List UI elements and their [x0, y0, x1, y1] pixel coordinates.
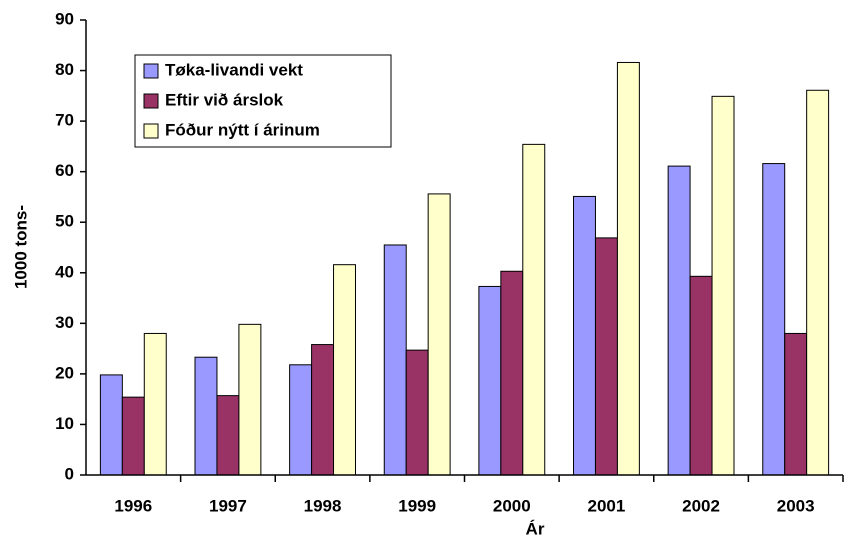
legend-label: Tøka-livandi vekt — [165, 60, 303, 79]
legend-swatch — [143, 63, 159, 79]
legend-swatch — [143, 93, 159, 109]
bar — [522, 143, 546, 476]
bar — [478, 285, 502, 476]
x-tick-label: 1999 — [398, 496, 436, 515]
bar — [238, 323, 262, 476]
bar — [405, 349, 429, 476]
legend-label: Fóður nýtt í árinum — [165, 120, 320, 139]
bar — [667, 165, 691, 476]
bar — [594, 237, 618, 476]
x-tick-label: 2002 — [682, 496, 720, 515]
x-tick-label: 2003 — [777, 496, 815, 515]
y-tick-label: 20 — [55, 363, 74, 382]
bar — [99, 374, 123, 476]
bar — [762, 163, 786, 476]
bar — [689, 275, 713, 476]
y-axis-label: 1000 tons- — [11, 205, 30, 289]
y-tick-label: 30 — [55, 313, 74, 332]
bar — [711, 95, 735, 476]
bar — [383, 244, 407, 476]
legend-label: Eftir við árslok — [165, 90, 284, 109]
x-tick-label: 2000 — [493, 496, 531, 515]
bar — [573, 195, 596, 476]
x-tick-label: 1997 — [209, 496, 247, 515]
bar — [616, 61, 640, 476]
bar — [216, 395, 240, 476]
y-tick-label: 80 — [55, 60, 74, 79]
y-tick-label: 50 — [55, 212, 74, 231]
y-tick-label: 10 — [55, 414, 74, 433]
y-tick-label: 60 — [55, 161, 74, 180]
bar — [500, 270, 524, 476]
bar — [427, 193, 451, 476]
y-tick-label: 0 — [65, 464, 74, 483]
bar — [143, 332, 167, 476]
legend-box — [134, 54, 392, 148]
legend-swatch — [143, 123, 159, 139]
x-tick-label: 1998 — [304, 496, 342, 515]
x-tick-label: 2001 — [588, 496, 626, 515]
x-axis-label: Ár — [526, 519, 545, 538]
y-tick-label: 90 — [55, 9, 74, 28]
y-tick-label: 70 — [55, 111, 74, 130]
y-tick-label: 40 — [55, 262, 74, 281]
bar — [311, 344, 335, 476]
bar — [289, 364, 313, 476]
bar — [784, 332, 808, 476]
bar — [806, 89, 830, 476]
bar — [333, 264, 356, 476]
bar — [121, 396, 145, 476]
x-tick-label: 1996 — [114, 496, 152, 515]
bar — [194, 356, 218, 476]
